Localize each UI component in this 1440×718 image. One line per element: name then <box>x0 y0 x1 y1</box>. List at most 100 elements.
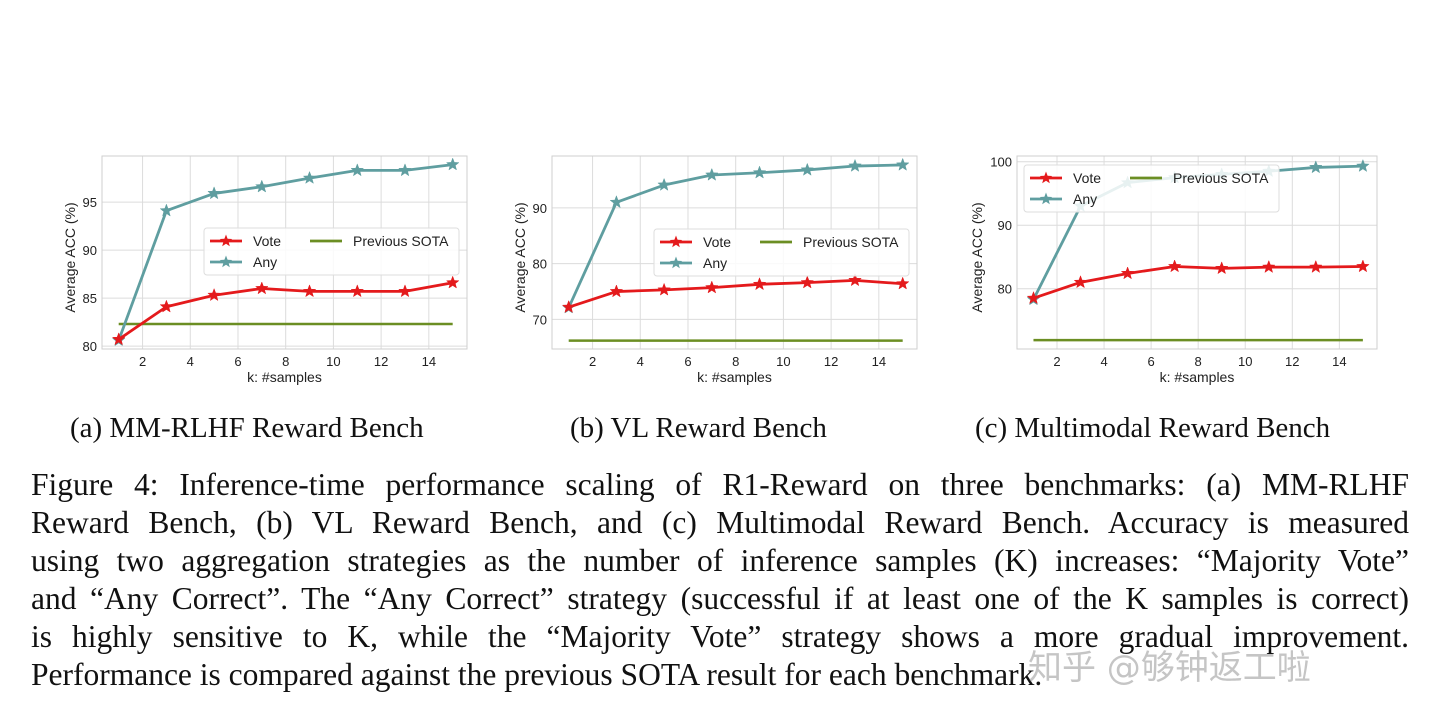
plot-frame <box>1016 155 1378 350</box>
data-point-vote <box>111 332 126 346</box>
data-point-any <box>752 165 767 179</box>
data-point-vote <box>657 282 671 296</box>
legend-label-vote: Vote <box>253 233 281 249</box>
legend-marker-vote <box>669 235 683 248</box>
legend-label-any: Any <box>253 254 277 270</box>
y-tick-label: 100 <box>990 155 1012 170</box>
data-point-vote <box>1214 261 1229 275</box>
x-tick-label: 12 <box>824 354 838 369</box>
data-point-any <box>609 195 624 209</box>
data-point-vote <box>445 275 460 289</box>
x-tick-label: 6 <box>234 354 241 369</box>
legend-marker-vote <box>1039 171 1053 184</box>
legend-label-vote: Vote <box>1073 170 1101 186</box>
data-point-any <box>1308 160 1323 174</box>
y-tick-label: 90 <box>998 218 1012 233</box>
x-tick-label: 2 <box>589 354 596 369</box>
data-point-any <box>705 167 719 181</box>
x-tick-label: 14 <box>422 354 436 369</box>
legend-box <box>203 227 460 276</box>
watermark: 知乎 @够钟返工啦 <box>1028 648 1311 688</box>
x-tick-label: 2 <box>139 354 146 369</box>
x-tick-label: 12 <box>1285 354 1299 369</box>
data-point-any <box>302 170 317 184</box>
x-axis-label: k: #samples <box>247 369 322 385</box>
y-tick-label: 80 <box>83 339 97 354</box>
legend-marker-any <box>219 255 233 268</box>
figure-caption: Figure 4: Inference-time performance sca… <box>31 466 1409 694</box>
data-point-any <box>207 186 221 200</box>
legend-label-any: Any <box>1073 191 1097 207</box>
data-point-any <box>1356 158 1370 172</box>
x-tick-label: 14 <box>872 354 886 369</box>
series-line-vote <box>568 278 903 309</box>
x-axis-label: k: #samples <box>697 369 772 385</box>
legend-marker-any <box>1039 192 1053 205</box>
x-tick-label: 4 <box>637 354 644 369</box>
data-point-vote <box>1073 275 1088 289</box>
x-tick-label: 12 <box>374 354 388 369</box>
data-point-vote <box>398 284 412 298</box>
data-point-vote <box>1261 259 1276 273</box>
data-point-any <box>398 163 412 177</box>
legend-box <box>1023 164 1280 213</box>
y-axis-label: Average ACC (%) <box>62 202 78 312</box>
figure-charts: 2 4 6 8 10 12 14 80 85 90 95 k: #samples Average ACC… <box>62 155 1378 385</box>
x-tick-label: 4 <box>187 354 194 369</box>
y-tick-label: 95 <box>83 195 97 210</box>
x-tick-label: 4 <box>1100 354 1107 369</box>
data-point-vote <box>1167 259 1182 273</box>
plot-frame <box>101 155 468 350</box>
data-point-any <box>895 157 910 171</box>
legend: Vote Any Previous SOTA <box>1023 164 1280 213</box>
legend-label-previous-sota: Previous SOTA <box>353 233 449 249</box>
legend-label-previous-sota: Previous SOTA <box>803 234 899 250</box>
data-point-vote <box>350 284 365 298</box>
data-point-any <box>159 203 174 217</box>
legend-label-previous-sota: Previous SOTA <box>1173 170 1269 186</box>
subcaption-a: (a) MM-RLHF Reward Bench <box>70 412 424 444</box>
legend: Vote Any Previous SOTA <box>653 228 910 277</box>
chart-b: 2 4 6 8 10 12 14 70 80 90 k: #samples Average ACC (… <box>512 155 918 385</box>
x-tick-label: 10 <box>326 354 340 369</box>
x-tick-label: 6 <box>1148 354 1155 369</box>
x-tick-label: 8 <box>282 354 289 369</box>
data-point-vote <box>1356 259 1370 273</box>
y-tick-label: 90 <box>533 201 547 216</box>
data-point-any <box>255 179 269 193</box>
caption-line: and “Any Correct”. The “Any Correct” str… <box>31 581 1409 616</box>
data-point-vote <box>705 280 719 294</box>
data-point-vote <box>800 275 815 289</box>
data-point-any <box>848 158 862 172</box>
y-tick-label: 90 <box>83 243 97 258</box>
data-point-vote <box>255 281 269 295</box>
x-tick-label: 14 <box>1332 354 1346 369</box>
y-axis-label: Average ACC (%) <box>512 202 528 312</box>
legend-label-vote: Vote <box>703 234 731 250</box>
legend-marker-any <box>669 256 683 269</box>
caption-line: Performance is compared against the prev… <box>31 657 1043 692</box>
data-point-any <box>800 162 815 176</box>
data-point-vote <box>159 299 174 313</box>
plot-frame <box>551 155 918 350</box>
data-point-vote <box>207 287 221 302</box>
chart-a: 2 4 6 8 10 12 14 80 85 90 95 k: #samples Average ACC… <box>62 155 468 385</box>
data-point-vote <box>609 284 624 298</box>
series-line-any <box>117 163 453 341</box>
x-tick-label: 6 <box>684 354 691 369</box>
data-point-any <box>445 157 460 171</box>
data-point-any <box>657 177 671 191</box>
y-tick-label: 70 <box>533 312 547 327</box>
subcaption-b: (b) VL Reward Bench <box>570 412 827 444</box>
legend-marker-vote <box>219 234 233 247</box>
series-line-any <box>567 163 903 309</box>
data-point-vote <box>895 276 910 290</box>
data-point-vote <box>1026 290 1041 305</box>
data-point-vote <box>1120 266 1135 280</box>
y-tick-label: 85 <box>83 291 97 306</box>
legend-box <box>653 228 910 277</box>
x-axis-label: k: #samples <box>1160 369 1235 385</box>
data-point-vote <box>848 273 862 287</box>
x-tick-label: 8 <box>732 354 739 369</box>
x-tick-label: 10 <box>1238 354 1252 369</box>
